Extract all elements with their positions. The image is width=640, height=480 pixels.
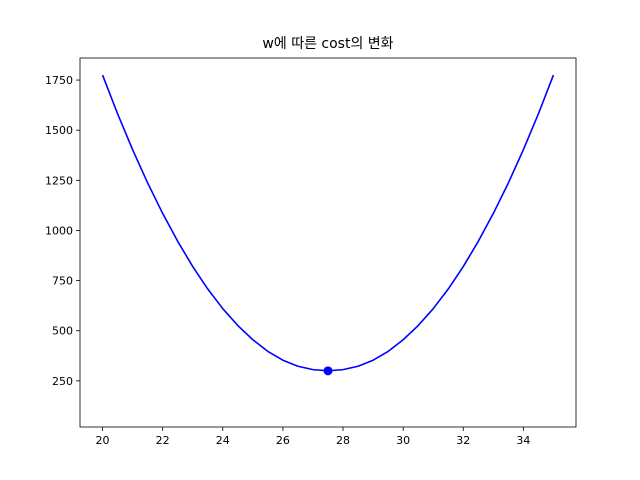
x-tick-label: 30 [396,434,410,447]
y-tick-label: 1500 [45,124,73,137]
x-tick-label: 22 [156,434,170,447]
x-tick-label: 24 [216,434,230,447]
minimum-point-marker [323,366,333,376]
y-tick-label: 1750 [45,74,73,87]
y-tick-label: 500 [52,325,73,338]
axis-ticks: 20 22 24 26 28 30 32 34 250 500 750 1000 1250 1500 175… [45,74,530,447]
x-tick-label: 20 [96,434,110,447]
series-layer [101,74,555,376]
y-tick-label: 250 [52,375,73,388]
x-tick-label: 32 [456,434,470,447]
x-tick-label: 34 [516,434,530,447]
plot-area-frame [79,57,577,428]
y-tick-label: 1000 [45,224,73,237]
cost-curve-line [101,74,555,372]
chart-title: w에 따른 cost의 변화 [262,36,393,52]
y-tick-label: 750 [52,275,73,288]
x-tick-label: 28 [336,434,350,447]
x-tick-label: 26 [276,434,290,447]
y-tick-label: 1250 [45,174,73,187]
